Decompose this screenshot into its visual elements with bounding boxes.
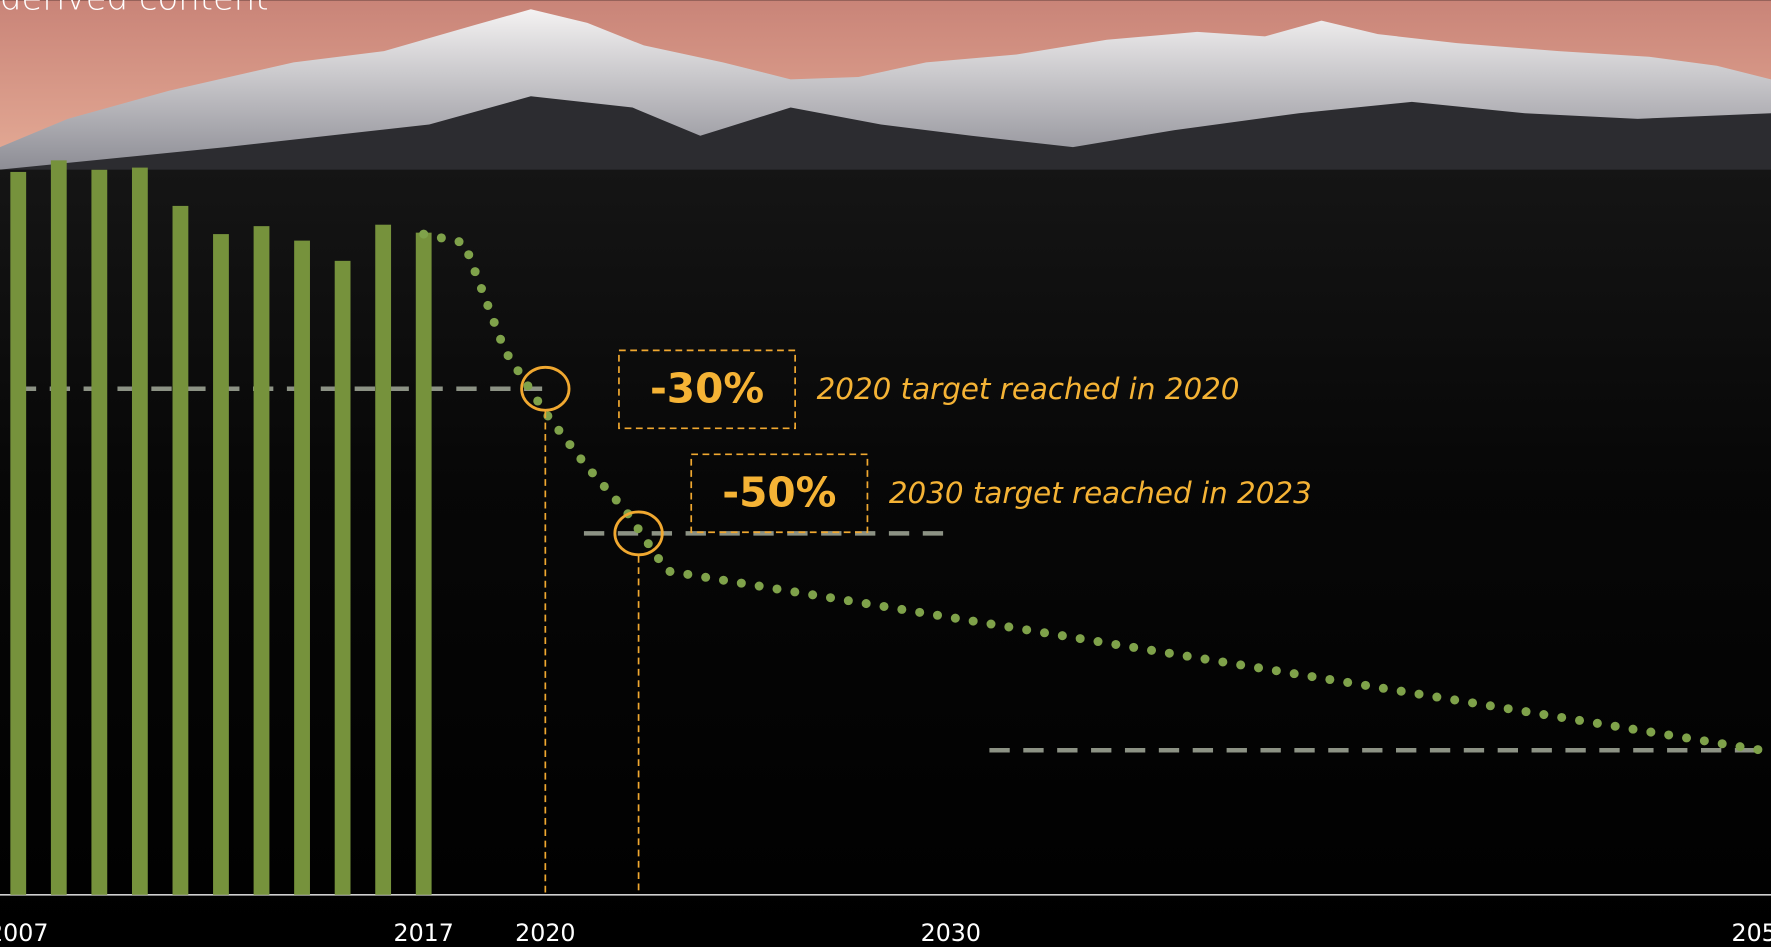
bar (132, 168, 148, 895)
x-tick-label: 2017 (394, 919, 454, 947)
target-label: -30% (650, 364, 764, 412)
bar (335, 261, 351, 895)
target-note: 2030 target reached in 2023 (889, 476, 1312, 510)
target-note: 2020 target reached in 2020 (817, 372, 1240, 406)
x-tick-label: 2030 (921, 919, 981, 947)
bar (375, 225, 391, 895)
target-label: -50% (722, 468, 836, 516)
bar (173, 206, 189, 895)
x-tick-label: 2050 (1732, 919, 1771, 947)
chart: derived content -30% 2020 target reached … (0, 0, 1771, 947)
chart-title: derived content (0, 0, 269, 17)
x-tick-label: 2020 (515, 919, 575, 947)
bar (416, 233, 432, 895)
bar (51, 160, 67, 894)
bar (10, 172, 26, 895)
bar (294, 241, 310, 895)
x-tick-label: 2007 (0, 919, 48, 947)
bar (91, 170, 107, 895)
page: derived content -30% 2020 target reached … (0, 0, 1771, 947)
bar (254, 226, 270, 895)
bar (213, 234, 229, 895)
